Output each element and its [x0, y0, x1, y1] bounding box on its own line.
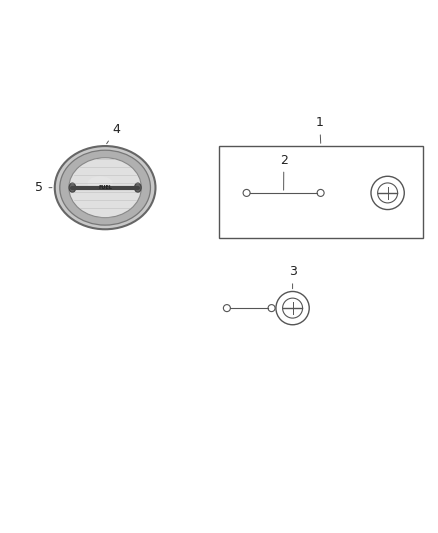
Ellipse shape [88, 176, 113, 191]
Text: 1: 1 [316, 116, 324, 143]
Ellipse shape [69, 158, 141, 217]
Text: 4: 4 [106, 123, 120, 144]
Text: FUEL: FUEL [98, 185, 112, 190]
Ellipse shape [134, 183, 141, 192]
Text: 5: 5 [35, 181, 52, 194]
Ellipse shape [55, 146, 155, 229]
Text: 2: 2 [280, 154, 288, 190]
Ellipse shape [60, 150, 151, 225]
Ellipse shape [69, 183, 76, 192]
Text: 3: 3 [289, 265, 297, 289]
